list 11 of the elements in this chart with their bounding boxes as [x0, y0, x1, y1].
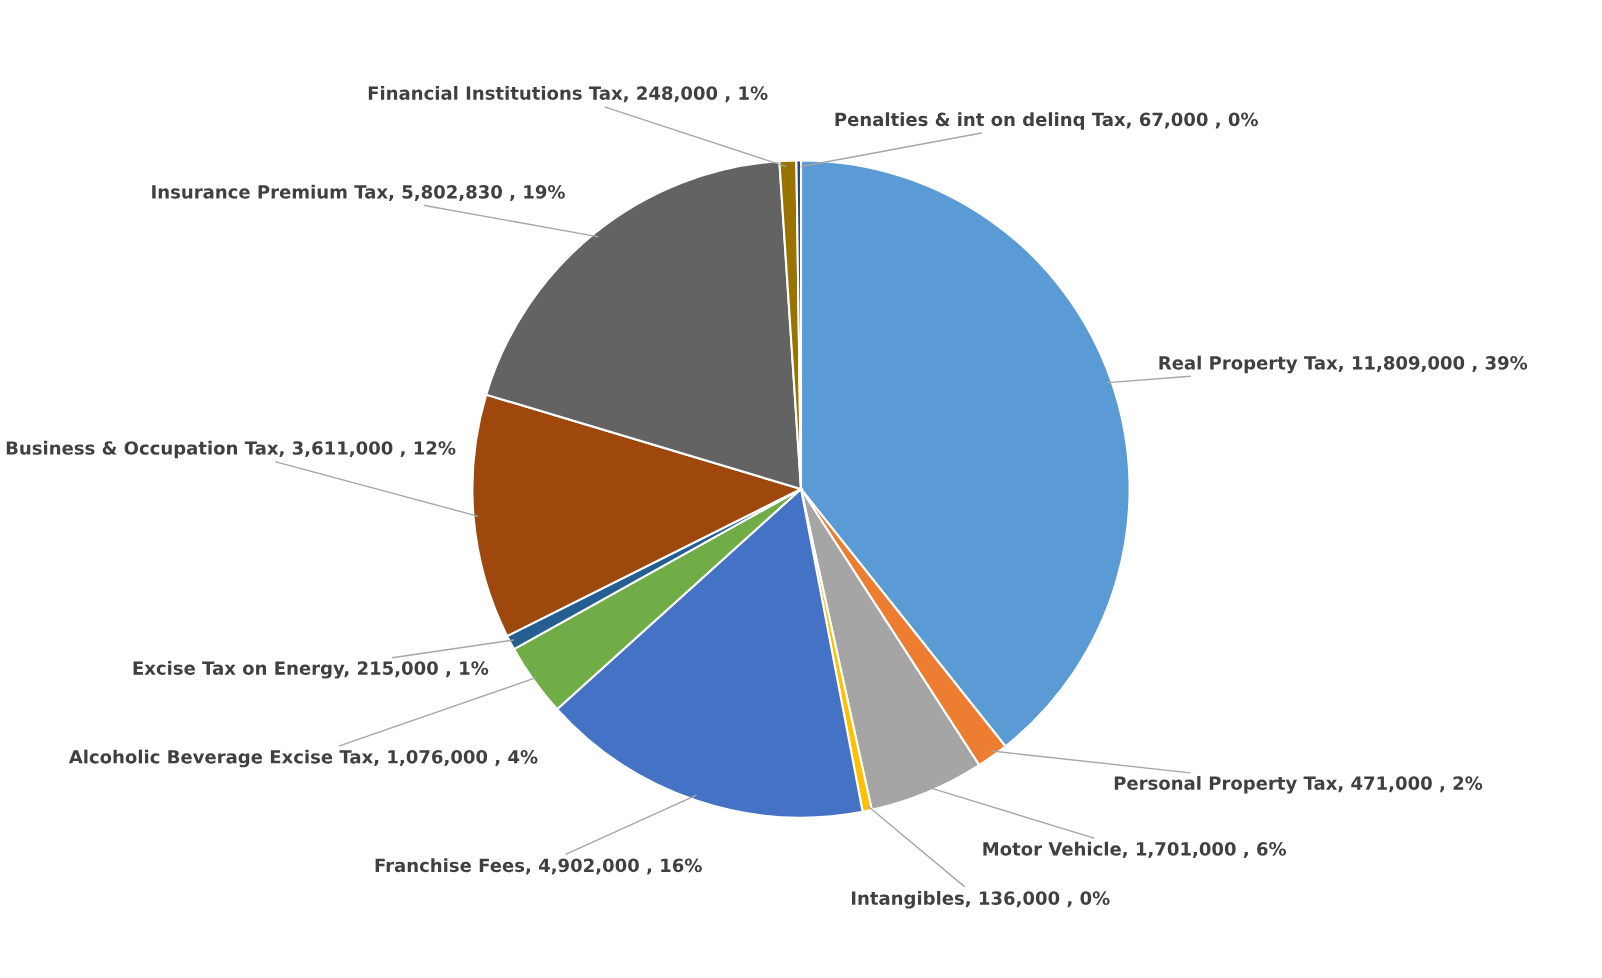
slice-label: Excise Tax on Energy, 215,000 , 1% [133, 660, 489, 679]
slice-label: Intangibles, 136,000 , 0% [851, 890, 1110, 909]
slice-label: Business & Occupation Tax, 3,611,000 , 12% [6, 440, 456, 459]
slice-label: Alcoholic Beverage Excise Tax, 1,076,000 , 4% [68, 749, 538, 768]
slice-label: Personal Property Tax, 471,000 , 2% [1114, 775, 1483, 794]
slice-label: Penalties & int on delinq Tax, 67,000 , 0% [835, 112, 1258, 130]
slice-label: Motor Vehicle, 1,701,000 , 6% [983, 841, 1287, 859]
slice-label: Insurance Premium Tax, 5,802,830 , 19% [152, 184, 565, 201]
slice-label: Real Property Tax, 11,809,000 , 39% [1159, 355, 1528, 374]
slice-label: Franchise Fees, 4,902,000 , 16% [375, 858, 702, 875]
slice-label: Financial Institutions Tax, 248,000 , 1% [368, 85, 768, 103]
